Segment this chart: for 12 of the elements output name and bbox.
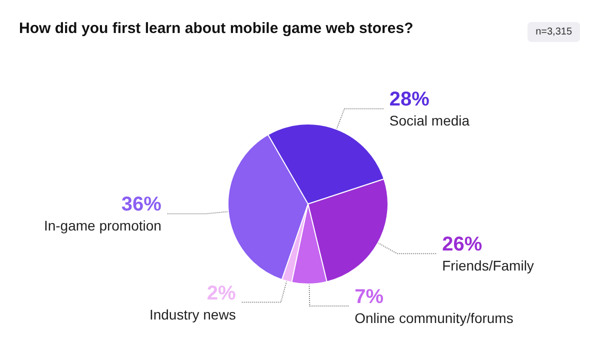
- slice-label: Online community/forums: [354, 310, 514, 326]
- data-label: 2%: [206, 282, 236, 304]
- slice-label: Friends/Family: [442, 258, 534, 274]
- slice-label: Industry news: [149, 306, 236, 322]
- text: n=3,315: [536, 26, 572, 38]
- slice-label: In-game promotion: [44, 218, 162, 234]
- data-label: 28%: [389, 88, 430, 111]
- data-label: 36%: [121, 194, 162, 216]
- chart-title: How did you first learn about mobile game web stores?: [19, 20, 414, 37]
- data-label: 7%: [354, 286, 384, 308]
- slice-label: Social media: [389, 112, 470, 129]
- data-label: 26%: [442, 234, 482, 256]
